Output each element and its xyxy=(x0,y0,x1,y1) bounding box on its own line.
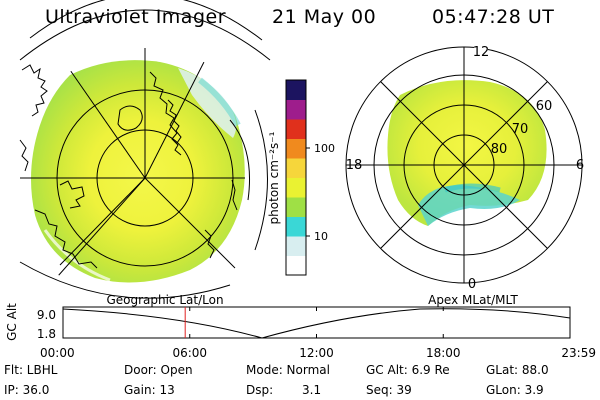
colorbar-swatch xyxy=(286,236,306,256)
mlt-label-0: 0 xyxy=(468,277,476,292)
colorbar-swatch xyxy=(286,255,306,276)
lat-label-60: 60 xyxy=(536,99,553,114)
colorbar-swatch xyxy=(286,158,306,178)
timeline-tick-label: 18:00 xyxy=(426,346,461,360)
colorbar-swatch xyxy=(286,216,306,237)
dsp-label: Dsp: xyxy=(246,383,274,397)
timeline-tick-label: 12:00 xyxy=(299,346,334,360)
lat-label-80: 80 xyxy=(491,142,508,157)
mode-info: Mode: Normal xyxy=(246,363,330,377)
colorbar-swatch xyxy=(286,119,306,139)
timeline-tick-label: 23:59 xyxy=(561,346,596,360)
geographic-map xyxy=(19,0,271,299)
gc-alt-info: GC Alt: 6.9 Re xyxy=(366,363,450,377)
colorbar-swatch xyxy=(286,177,306,198)
apex-dial: 12 18 6 0 60 70 80 xyxy=(345,44,584,292)
app-title: Ultraviolet Imager xyxy=(45,6,227,28)
dsp-value: 3.1 xyxy=(302,383,322,397)
timeline-tick-label: 00:00 xyxy=(40,346,75,360)
coastlines xyxy=(19,64,238,269)
timeline-left-title: Geographic Lat/Lon xyxy=(106,293,223,307)
gain-info: Gain: 13 xyxy=(124,383,175,397)
timeline-tick-label: 06:00 xyxy=(172,346,207,360)
door-info: Door: Open xyxy=(124,363,193,377)
timeline-right-title: Apex MLat/MLT xyxy=(428,293,518,307)
ip-info: IP: 36.0 xyxy=(4,383,50,397)
glat-info: GLat: 88.0 xyxy=(486,363,549,377)
colorbar-frame xyxy=(285,79,307,276)
colorbar-swatch xyxy=(286,197,306,217)
colorbar-unit-label: photon cm⁻²s⁻¹ xyxy=(267,131,281,224)
altitude-timeline: Geographic Lat/Lon Apex MLat/MLT GC Alt … xyxy=(5,293,596,360)
colorbar-tick-label: 10 xyxy=(314,230,328,243)
colorbar: 100 10 photon cm⁻²s⁻¹ xyxy=(267,79,335,276)
seq-info: Seq: 39 xyxy=(366,383,412,397)
lat-label-70: 70 xyxy=(512,122,529,137)
mlt-label-6: 6 xyxy=(576,158,584,173)
date-label: 21 May 00 xyxy=(272,6,377,28)
timeline-axis-label: GC Alt xyxy=(5,303,19,341)
mlt-label-12: 12 xyxy=(473,45,490,60)
alt-min-label: 1.8 xyxy=(37,327,56,341)
alt-max-label: 9.0 xyxy=(37,308,56,322)
colorbar-swatch xyxy=(286,138,306,159)
colorbar-swatch xyxy=(286,80,306,100)
filter-info: Flt: LBHL xyxy=(4,363,58,377)
glon-info: GLon: 3.9 xyxy=(486,383,544,397)
colorbar-tick-label: 100 xyxy=(314,142,335,155)
mlt-label-18: 18 xyxy=(346,158,363,173)
time-label: 05:47:28 UT xyxy=(432,6,555,28)
colorbar-swatch xyxy=(286,99,306,120)
